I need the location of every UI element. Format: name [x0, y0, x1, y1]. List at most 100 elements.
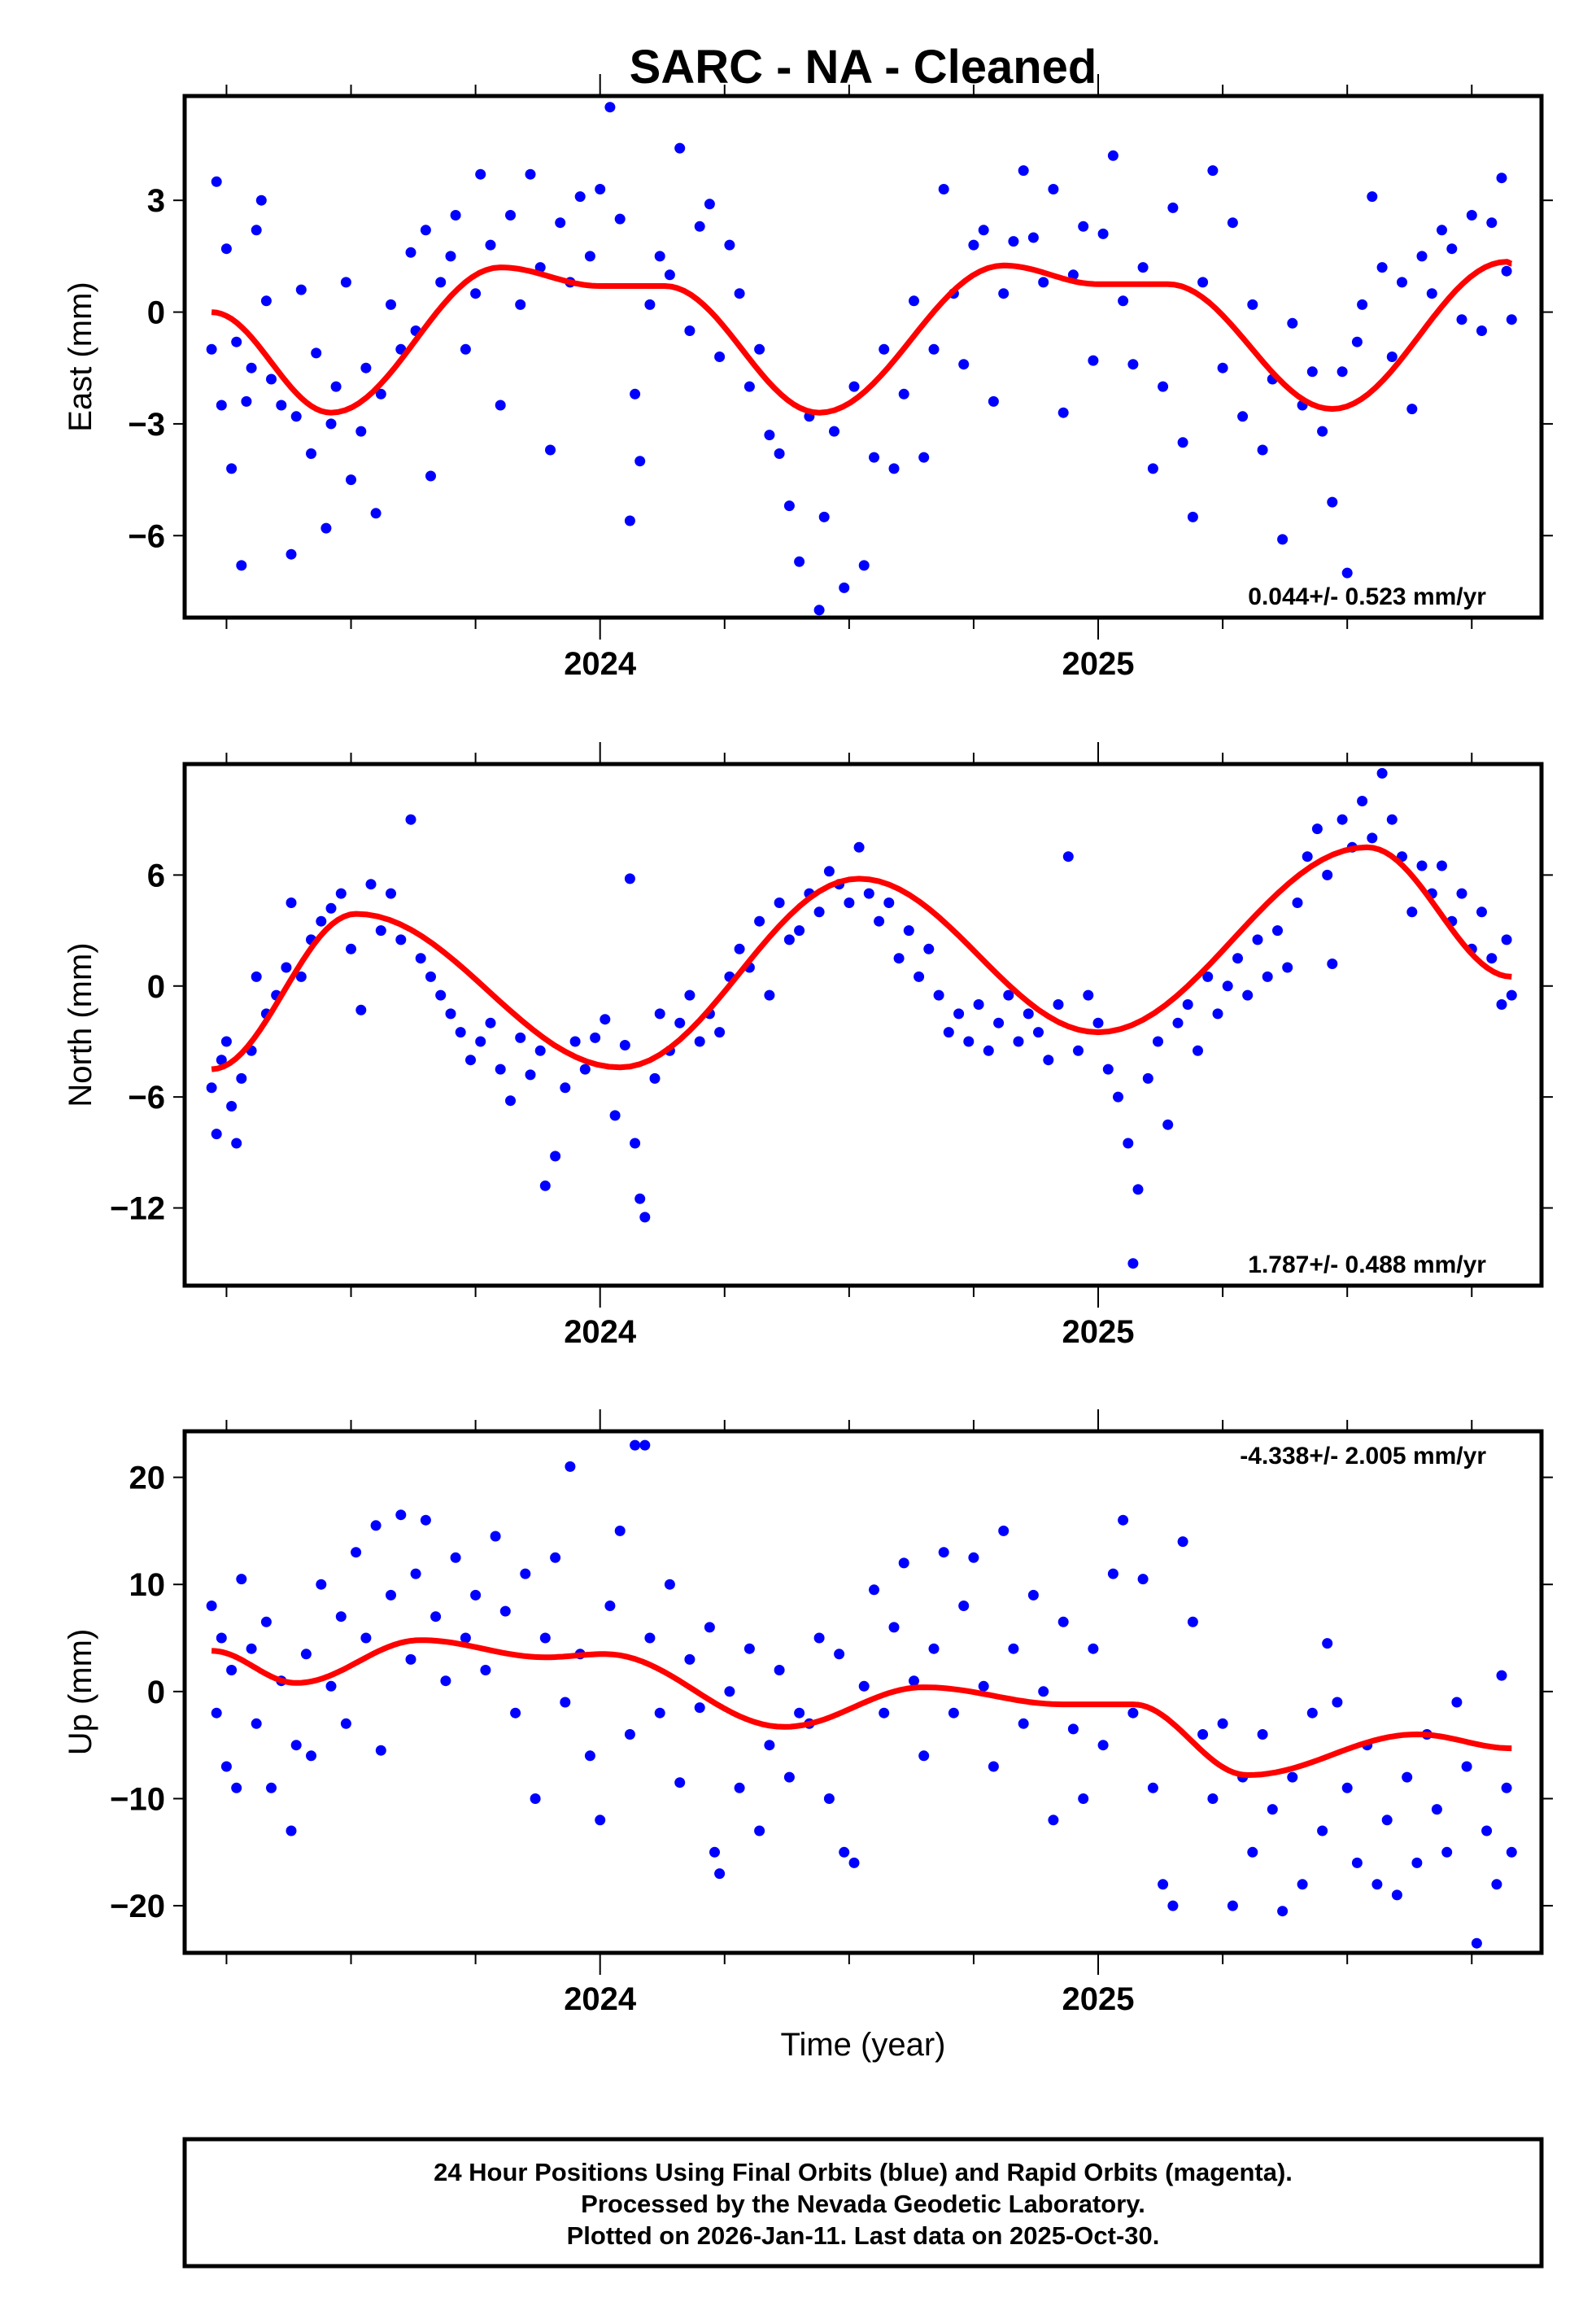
data-point: [1217, 362, 1228, 373]
data-point: [1222, 980, 1233, 992]
data-point: [335, 888, 347, 899]
y-axis-label: East (mm): [63, 282, 98, 431]
data-point: [794, 1707, 805, 1719]
data-point: [604, 1601, 616, 1611]
data-point: [918, 452, 930, 463]
data-point: [1088, 1643, 1099, 1654]
data-point: [1123, 1138, 1134, 1149]
data-point: [684, 325, 696, 336]
data-point: [1247, 1846, 1258, 1858]
data-point: [988, 395, 999, 407]
data-point: [1402, 1771, 1413, 1783]
data-point: [743, 1643, 755, 1654]
data-point: [206, 343, 217, 355]
data-point: [1322, 1638, 1333, 1649]
data-point: [684, 1653, 696, 1665]
data-point: [909, 295, 919, 307]
y-axis-label: Up (mm): [63, 1629, 98, 1756]
data-point: [834, 1649, 845, 1660]
data-point: [515, 299, 526, 310]
data-point: [674, 142, 686, 154]
data-point: [1257, 1729, 1268, 1740]
data-point: [1107, 1568, 1119, 1579]
y-tick-label: 6: [147, 858, 165, 893]
data-point: [1486, 217, 1498, 229]
data-point: [654, 251, 665, 262]
data-point: [1431, 1804, 1442, 1815]
data-point: [943, 1027, 954, 1038]
data-point: [425, 971, 436, 982]
data-point: [1391, 1889, 1402, 1901]
data-point: [260, 1616, 272, 1627]
data-point: [1466, 210, 1477, 221]
data-point: [316, 915, 327, 927]
data-point: [226, 1665, 238, 1675]
data-point: [968, 1552, 979, 1563]
data-point: [783, 934, 795, 946]
data-point: [674, 1777, 686, 1788]
data-point: [1187, 1616, 1198, 1627]
data-point: [1132, 1184, 1144, 1195]
data-point: [983, 1045, 994, 1056]
data-point: [1127, 359, 1139, 370]
data-point: [869, 452, 879, 463]
data-point: [1416, 251, 1428, 262]
data-point: [430, 1611, 442, 1622]
data-point: [639, 1212, 651, 1223]
data-point: [1053, 999, 1064, 1010]
data-point: [774, 1665, 785, 1675]
y-tick-label: 10: [129, 1567, 166, 1603]
data-point: [634, 1193, 646, 1204]
data-point: [1341, 567, 1353, 579]
data-point: [1227, 217, 1238, 229]
data-point: [734, 943, 745, 954]
data-point: [1416, 860, 1428, 871]
data-point: [818, 511, 830, 522]
data-point: [325, 1680, 337, 1692]
data-point: [754, 1825, 765, 1837]
data-point: [1187, 511, 1198, 522]
data-point: [1018, 165, 1029, 177]
data-point: [1437, 860, 1447, 871]
data-point: [1277, 1906, 1289, 1917]
data-point: [360, 362, 372, 373]
plot-frame: [182, 762, 1544, 1288]
data-point: [534, 1045, 546, 1056]
data-point: [1386, 352, 1398, 362]
data-point: [1302, 851, 1313, 863]
data-point: [1137, 1574, 1149, 1585]
data-point: [266, 373, 277, 385]
data-point: [1088, 355, 1099, 366]
data-point: [455, 1027, 466, 1038]
data-point: [614, 213, 626, 225]
data-point: [1067, 1723, 1079, 1735]
y-tick-label: −6: [128, 1080, 165, 1116]
data-point: [325, 418, 337, 430]
data-point: [1506, 1846, 1517, 1858]
data-point: [1033, 1027, 1044, 1038]
data-point: [988, 1761, 999, 1772]
data-point: [909, 1675, 919, 1687]
data-point: [634, 456, 646, 467]
data-point: [714, 352, 726, 362]
data-point: [405, 1653, 416, 1665]
data-point: [480, 1665, 491, 1675]
data-point: [774, 448, 785, 459]
data-point: [485, 1017, 496, 1029]
data-point: [978, 225, 989, 236]
data-point: [813, 605, 825, 616]
data-point: [316, 1579, 327, 1590]
data-point: [251, 1718, 262, 1729]
data-point: [1167, 202, 1179, 213]
data-point: [405, 247, 416, 258]
data-point: [1212, 1008, 1223, 1020]
data-point: [1456, 888, 1467, 899]
data-point: [1501, 265, 1512, 277]
data-point: [505, 210, 516, 221]
data-point: [590, 1032, 601, 1043]
data-point: [534, 262, 546, 273]
data-point: [375, 925, 386, 937]
data-points: [206, 767, 1517, 1269]
data-point: [1027, 232, 1039, 243]
